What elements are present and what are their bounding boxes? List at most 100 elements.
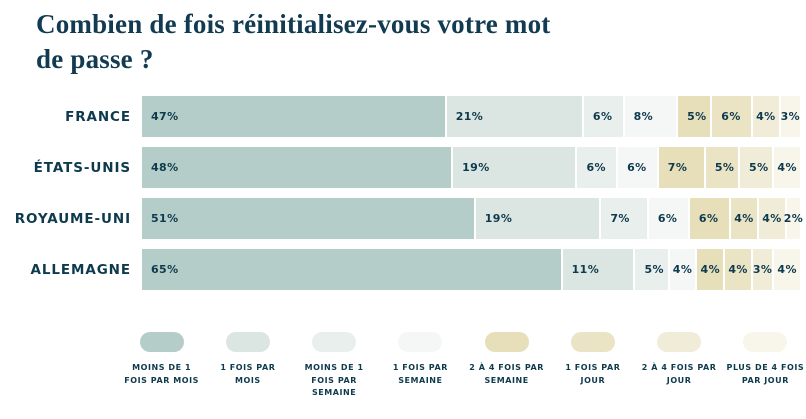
stacked-bar: 47% 21% 6% 8% 5% 6% 4% 3% [142,96,801,138]
bar-segment: 3% [780,96,801,138]
segment-value-label: 4% [777,161,797,175]
category-label: FRANCE [65,108,131,125]
bar-row: ROYAUME-UNI 51% 19% 7% 6% 6% 4% 4% 2% [0,198,806,240]
legend-label: MOINS DE 1 FOIS PAR SEMAINE [304,363,364,397]
segment-value-label: 4% [734,212,754,226]
legend-swatch [484,332,529,353]
bar-segment: 5% [740,147,773,189]
segment-value-label: 4% [700,263,721,277]
segment-value-label: 4% [762,212,782,226]
stacked-bar: 65% 11% 5% 4% 4% 4% 3% 4% [142,249,801,291]
category-label: ROYAUME-UNI [14,210,131,227]
bar-segment: 7% [601,198,647,240]
legend-swatch [570,332,615,353]
bar-segment: 4% [752,96,779,138]
segment-value-label: 65% [151,263,179,277]
legend-label: 1 FOIS PAR SEMAINE [392,363,448,385]
bar-segment: 6% [577,147,617,189]
stacked-bar: 51% 19% 7% 6% 6% 4% 4% 2% [142,198,804,240]
legend-swatch [139,332,184,353]
bar-segment: 48% [142,147,452,189]
bar-segment: 5% [678,96,711,138]
bar-segment: 3% [752,249,773,291]
page-title-line-2: de passe ? [36,44,154,75]
segment-value-label: 4% [728,263,748,277]
segment-value-label: 2% [783,212,804,226]
segment-value-label: 5% [687,110,707,124]
bar-segment: 51% [142,198,474,240]
bar-segment: 4% [669,249,696,291]
bar-segment: 19% [475,198,600,240]
segment-value-label: 6% [592,110,613,124]
segment-value-label: 4% [777,263,797,277]
bar-segment: 2% [783,198,804,240]
bar-segment: 47% [142,96,445,138]
segment-value-label: 51% [151,212,179,226]
bar-segment: 65% [142,249,561,291]
legend-swatch [657,332,702,353]
category-label: ALLEMAGNE [30,261,131,278]
bar-segment: 6% [712,96,751,138]
bar-segment: 6% [618,147,657,189]
stacked-bar: 48% 19% 6% 6% 7% 5% 5% 4% [142,147,801,189]
bar-row: FRANCE 47% 21% 6% 8% 5% 6% 4% 3% [0,96,806,138]
page-title-line-1: Combien de fois réinitialisez-vous votre… [36,9,551,39]
bar-segment: 4% [758,198,785,240]
segment-value-label: 6% [698,212,719,226]
legend-swatch [312,332,357,353]
legend-label: 2 À 4 FOIS PAR SEMAINE [469,363,544,385]
segment-value-label: 19% [462,161,490,175]
bar-row: ÉTATS-UNIS 48% 19% 6% 6% 7% 5% 5% 4% [0,147,806,189]
legend-item: 2 À 4 FOIS PAR JOUR [639,332,720,399]
bar-segment: 6% [648,198,688,240]
segment-value-label: 3% [752,263,773,277]
segment-value-label: 6% [721,110,741,124]
legend-swatch [398,332,443,353]
segment-value-label: 3% [780,110,801,124]
segment-value-label: 19% [484,212,513,226]
segment-value-label: 5% [749,161,769,175]
segment-value-label: 47% [151,110,179,124]
page-title: Combien de fois réinitialisez-vous votre… [0,0,806,77]
segment-value-label: 8% [633,110,654,124]
legend-swatch [225,332,270,353]
segment-value-label: 6% [657,212,678,226]
bar-segment: 8% [624,96,677,138]
legend: MOINS DE 1 FOIS PAR MOIS 1 FOIS PAR MOIS M… [121,332,806,399]
segment-value-label: 48% [151,161,179,175]
legend-item: 1 FOIS PAR MOIS [207,332,288,399]
bar-segment: 4% [774,249,801,291]
segment-value-label: 11% [571,263,600,277]
bar-segment: 7% [658,147,704,189]
bar-segment: 19% [453,147,576,189]
legend-label: 1 FOIS PAR MOIS [220,363,276,385]
segment-value-label: 4% [756,110,776,124]
legend-label: MOINS DE 1 FOIS PAR MOIS [124,363,199,385]
stacked-bar-chart: FRANCE 47% 21% 6% 8% 5% 6% 4% 3% ÉTATS-UNIS 48% 19%… [0,96,806,291]
bar-row: ALLEMAGNE 65% 11% 5% 4% 4% 4% 3% 4% [0,249,806,291]
segment-value-label: 4% [672,263,693,277]
bar-segment: 6% [583,96,623,138]
segment-value-label: 7% [610,212,630,226]
legend-item: PLUS DE 4 FOIS PAR JOUR [725,332,806,399]
bar-segment: 4% [730,198,757,240]
legend-item: MOINS DE 1 FOIS PAR MOIS [121,332,202,399]
segment-value-label: 5% [644,263,664,277]
bar-segment: 4% [774,147,801,189]
legend-label: PLUS DE 4 FOIS PAR JOUR [726,363,805,385]
bar-segment: 11% [562,249,634,291]
bar-rows: FRANCE 47% 21% 6% 8% 5% 6% 4% 3% ÉTATS-UNIS 48% 19%… [0,96,806,291]
bar-segment: 5% [635,249,668,291]
legend-swatch [743,332,788,353]
bar-segment: 5% [705,147,739,189]
segment-value-label: 6% [627,161,647,175]
bar-segment: 4% [697,249,724,291]
segment-value-label: 6% [586,161,606,175]
bar-segment: 21% [446,96,582,138]
bar-segment: 6% [689,198,729,240]
legend-item: 1 FOIS PAR JOUR [552,332,633,399]
segment-value-label: 21% [455,110,484,124]
legend-label: 1 FOIS PAR JOUR [565,363,621,385]
segment-value-label: 5% [714,161,735,175]
